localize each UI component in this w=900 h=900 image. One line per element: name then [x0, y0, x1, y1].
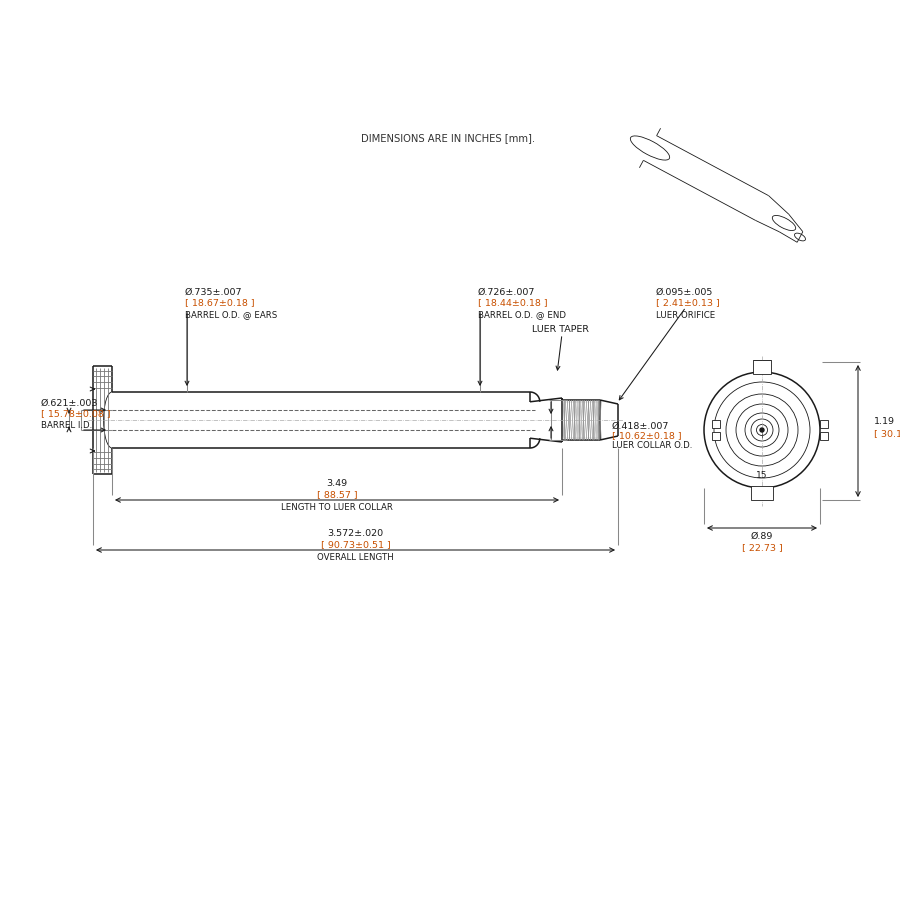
- Text: LENGTH TO LUER COLLAR: LENGTH TO LUER COLLAR: [281, 502, 393, 511]
- Text: [ 18.44±0.18 ]: [ 18.44±0.18 ]: [478, 299, 547, 308]
- Text: LUER ORIFICE: LUER ORIFICE: [656, 310, 716, 320]
- Bar: [751, 486, 773, 500]
- Text: 1.19: 1.19: [874, 418, 895, 427]
- Text: [ 90.73±0.51 ]: [ 90.73±0.51 ]: [320, 541, 391, 550]
- Text: OVERALL LENGTH: OVERALL LENGTH: [317, 553, 394, 562]
- Text: Ø.621±.003: Ø.621±.003: [41, 399, 98, 408]
- Bar: [820, 432, 828, 440]
- Text: Ø.726±.007: Ø.726±.007: [478, 287, 536, 296]
- Text: BARREL O.D. @ EARS: BARREL O.D. @ EARS: [185, 310, 277, 320]
- Text: [ 2.41±0.13 ]: [ 2.41±0.13 ]: [656, 299, 720, 308]
- Bar: [820, 420, 828, 428]
- Text: 3.572±.020: 3.572±.020: [328, 529, 383, 538]
- Text: BARREL I.D.: BARREL I.D.: [41, 420, 92, 429]
- Text: [ 18.67±0.18 ]: [ 18.67±0.18 ]: [185, 299, 255, 308]
- Text: 3.49: 3.49: [327, 480, 347, 489]
- Text: DIMENSIONS ARE IN INCHES [mm].: DIMENSIONS ARE IN INCHES [mm].: [361, 133, 536, 143]
- Text: [ 88.57 ]: [ 88.57 ]: [317, 491, 357, 500]
- Text: LUER TAPER: LUER TAPER: [532, 325, 589, 334]
- Bar: [712, 420, 720, 428]
- Text: Ø.89: Ø.89: [751, 532, 773, 541]
- Text: [ 10.62±0.18 ]: [ 10.62±0.18 ]: [612, 431, 681, 440]
- Text: 15: 15: [756, 472, 768, 481]
- Text: Ø.735±.007: Ø.735±.007: [185, 287, 242, 296]
- Text: Ø.418±.007: Ø.418±.007: [612, 421, 670, 430]
- Bar: [753, 360, 771, 374]
- Bar: [712, 432, 720, 440]
- Circle shape: [760, 428, 764, 432]
- Text: Ø.095±.005: Ø.095±.005: [656, 287, 714, 296]
- Text: [ 30.17 ]: [ 30.17 ]: [874, 429, 900, 438]
- Text: LUER COLLAR O.D.: LUER COLLAR O.D.: [612, 442, 692, 451]
- Text: [ 22.73 ]: [ 22.73 ]: [742, 544, 782, 553]
- Text: [ 15.78±0.08 ]: [ 15.78±0.08 ]: [41, 410, 111, 418]
- Text: BARREL O.D. @ END: BARREL O.D. @ END: [478, 310, 566, 320]
